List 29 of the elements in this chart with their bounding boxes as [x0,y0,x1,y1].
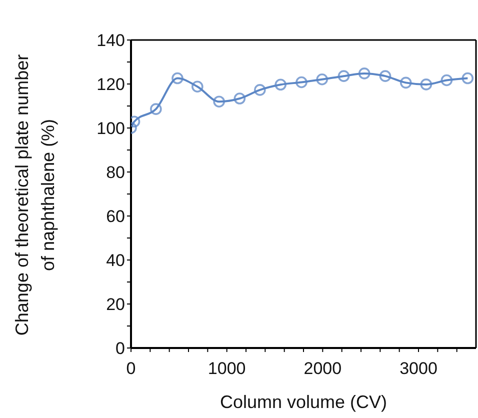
y-tick-label: 100 [96,119,125,138]
point [234,92,246,104]
y-tick-label: 0 [116,339,125,358]
point [462,72,474,84]
x-axis-title: Column volume (CV) [220,392,388,412]
point [400,76,412,89]
point [274,78,286,91]
y-tick-label: 20 [106,295,125,314]
y-tick-label: 140 [96,31,125,50]
point [172,72,184,84]
point [254,84,266,96]
point [316,73,328,86]
y-axis-title: Change of theoretical plate number of naphthalene (%) [12,54,58,336]
x-tick-label: 2000 [304,359,342,378]
point [296,76,308,88]
point [420,78,432,90]
point [192,80,204,93]
y-tick-label: 120 [96,75,125,94]
y-tick-label: 60 [106,207,125,226]
point [358,68,370,80]
x-tick-label: 1000 [208,359,246,378]
point [213,96,225,108]
point [379,70,392,82]
x-tick-label: 3000 [400,359,438,378]
point [150,103,162,115]
point [338,70,350,82]
point [440,74,453,86]
y-tick-label: 80 [106,163,125,182]
y-tick-label: 40 [106,251,125,270]
